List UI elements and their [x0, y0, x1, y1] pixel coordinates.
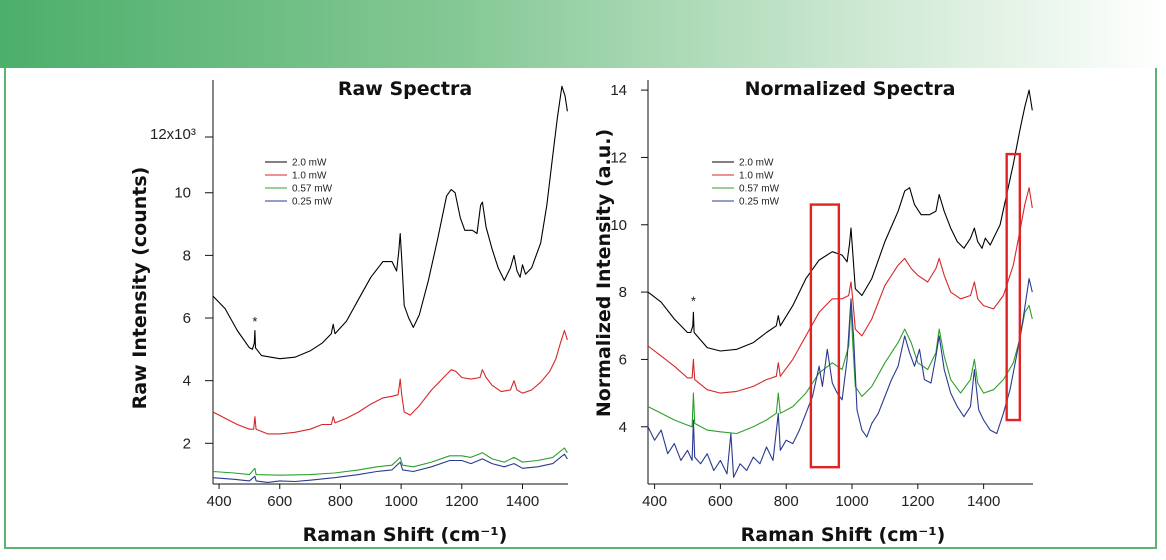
y-tick-label: 6 — [619, 351, 627, 368]
peak-annotation: * — [252, 314, 257, 329]
x-tick-label: 1000 — [384, 493, 417, 510]
y-tick-label: 8 — [619, 284, 627, 301]
legend-label: 0.25 mW — [292, 197, 333, 208]
legend-label: 2.0 mW — [292, 158, 327, 169]
legend-label: 1.0 mW — [739, 171, 774, 182]
series-line-0-25-mW — [647, 278, 1033, 478]
y-tick-label: 12 — [610, 149, 627, 166]
figure-frame — [4, 68, 1157, 549]
legend-label: 2.0 mW — [739, 158, 774, 169]
x-tick-label: 800 — [774, 493, 799, 510]
legend-label: 0.25 mW — [739, 197, 780, 208]
x-axis-label: Raman Shift (cm⁻¹) — [741, 524, 946, 546]
x-tick-label: 800 — [328, 493, 353, 510]
y-tick-label: 14 — [610, 82, 627, 99]
x-tick-label: 1200 — [901, 493, 934, 510]
x-tick-label: 400 — [207, 493, 232, 510]
y-axis-label: Raw Intensity (counts) — [129, 167, 151, 410]
x-axis-label: Raman Shift (cm⁻¹) — [303, 524, 508, 546]
highlight-box — [1005, 152, 1022, 422]
series-line-0-57-mW — [647, 305, 1033, 435]
normalized-spectra-panel: Normalized Spectra Raman Shift (cm⁻¹) No… — [593, 78, 1033, 546]
series-line-0-57-mW — [212, 447, 568, 476]
series-line-1-0-mW — [212, 329, 568, 435]
peak-annotation: * — [691, 294, 696, 309]
chart-title: Normalized Spectra — [745, 78, 956, 100]
y-tick-label: 10 — [174, 185, 191, 202]
x-tick-label: 400 — [642, 493, 667, 510]
y-tick-label: 4 — [183, 373, 191, 390]
series-line-2-0-mW — [647, 89, 1033, 352]
series-line-0-25-mW — [212, 453, 568, 483]
y-tick-label: 4 — [619, 419, 627, 436]
header-banner — [0, 0, 1166, 68]
x-tick-label: 1400 — [967, 493, 1000, 510]
highlight-box — [809, 203, 841, 469]
y-tick-label: 6 — [183, 310, 191, 327]
x-tick-label: 1000 — [835, 493, 868, 510]
legend-label: 1.0 mW — [292, 171, 327, 182]
x-tick-label: 1200 — [445, 493, 478, 510]
x-tick-label: 600 — [267, 493, 292, 510]
legend-label: 0.57 mW — [739, 184, 780, 195]
raw-plot-area: 400 600 800 1000 1200 1400 2 4 6 8 10 * 2.0 mW 1.0 mW… — [174, 80, 568, 510]
series-line-1-0-mW — [647, 187, 1033, 394]
y-axis-label: Normalized Intensity (a.u.) — [593, 129, 615, 417]
normalized-plot-area: 400 600 800 1000 1200 1400 4 6 8 10 12 14 * 2.0 mW 1.0… — [610, 80, 1033, 510]
raw-spectra-panel: Raw Spectra 12x10³ Raman Shift (cm⁻¹) Ra… — [129, 78, 568, 546]
y-tick-label: 8 — [183, 247, 191, 264]
legend-label: 0.57 mW — [292, 184, 333, 195]
chart-title: Raw Spectra — [338, 78, 472, 100]
series-line-2-0-mW — [212, 85, 568, 360]
x-tick-label: 600 — [708, 493, 733, 510]
y-multiplier-label: 12x10³ — [150, 126, 196, 143]
y-tick-label: 10 — [610, 217, 627, 234]
x-tick-label: 1400 — [506, 493, 539, 510]
y-tick-label: 2 — [183, 435, 191, 452]
